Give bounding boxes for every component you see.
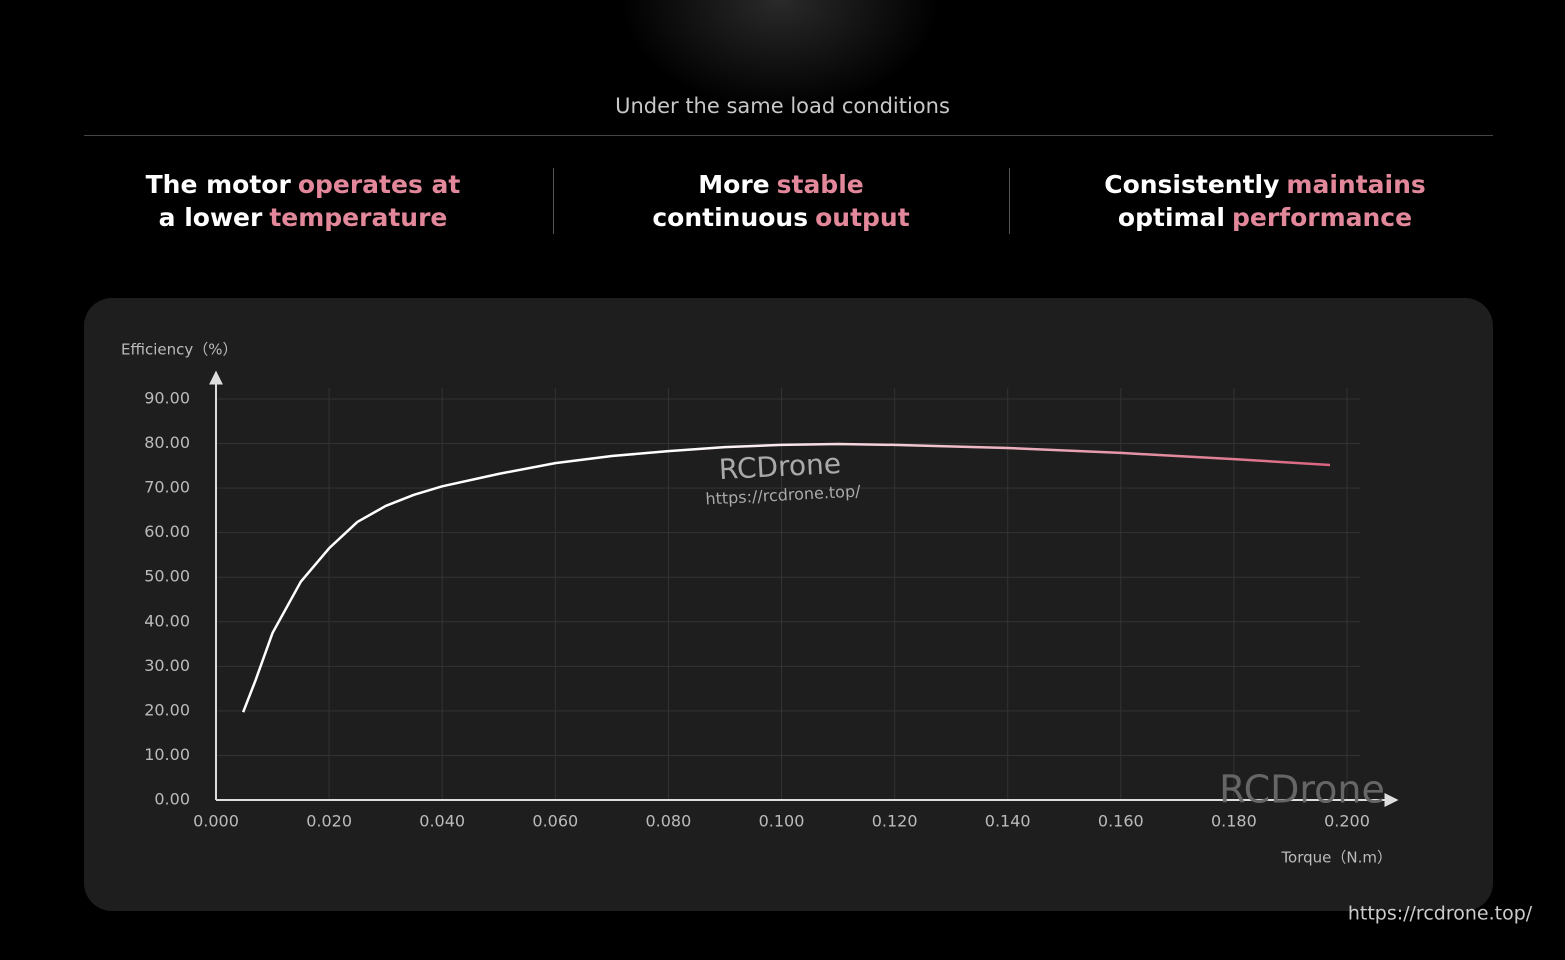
feature-text: Consistently <box>1104 170 1280 199</box>
divider <box>1009 168 1010 234</box>
feature: More stable continuous output <box>561 168 1001 234</box>
feature: Consistently maintains optimal performance <box>1045 168 1485 234</box>
feature-line: The motor operates at <box>83 168 523 201</box>
watermark: RCDrone <box>1219 768 1385 812</box>
feature-line: More stable <box>561 168 1001 201</box>
watermark: https://rcdrone.top/ <box>1348 903 1533 925</box>
feature-line: Consistently maintains <box>1045 168 1485 201</box>
divider <box>553 168 554 234</box>
y-tick-label: 10.00 <box>144 745 190 764</box>
y-tick-label: 30.00 <box>144 656 190 675</box>
y-tick-label: 80.00 <box>144 433 190 452</box>
feature-text: temperature <box>269 203 448 232</box>
x-tick-label: 0.060 <box>532 812 578 831</box>
x-tick-label: 0.080 <box>645 812 691 831</box>
feature: The motor operates at a lower temperature <box>83 168 523 234</box>
feature-text: maintains <box>1286 170 1426 199</box>
x-tick-label: 0.200 <box>1324 812 1370 831</box>
y-tick-label: 90.00 <box>144 389 190 408</box>
y-axis-label: Efficiency（%） <box>121 341 238 359</box>
feature-text: continuous <box>652 203 809 232</box>
x-tick-label: 0.020 <box>306 812 352 831</box>
feature-text: output <box>815 203 910 232</box>
header-title: Under the same load conditions <box>615 94 950 118</box>
feature-line: optimal performance <box>1045 201 1485 234</box>
x-axis-label: Torque（N.m） <box>1280 849 1392 867</box>
y-tick-label: 20.00 <box>144 700 190 719</box>
feature-text: optimal <box>1117 203 1226 232</box>
x-tick-label: 0.040 <box>419 812 465 831</box>
feature-text: a lower <box>158 203 263 232</box>
y-tick-label: 70.00 <box>144 478 190 497</box>
x-tick-label: 0.000 <box>193 812 239 831</box>
chart-card <box>84 298 1493 911</box>
divider <box>84 135 1493 136</box>
x-tick-label: 0.140 <box>985 812 1031 831</box>
feature-text: stable <box>776 170 864 199</box>
feature-line: continuous output <box>561 201 1001 234</box>
x-tick-label: 0.160 <box>1098 812 1144 831</box>
feature-text: performance <box>1232 203 1413 232</box>
watermark: RCDrone <box>718 447 842 486</box>
data-line <box>241 442 1331 713</box>
feature-text: More <box>698 170 770 199</box>
x-tick-label: 0.180 <box>1211 812 1257 831</box>
y-tick-label: 40.00 <box>144 611 190 630</box>
y-tick-label: 50.00 <box>144 567 190 586</box>
x-tick-label: 0.100 <box>759 812 805 831</box>
y-tick-label: 0.00 <box>154 790 190 809</box>
feature-text: The motor <box>145 170 291 199</box>
y-tick-label: 60.00 <box>144 522 190 541</box>
feature-text: operates at <box>297 170 461 199</box>
x-tick-label: 0.120 <box>872 812 918 831</box>
feature-line: a lower temperature <box>83 201 523 234</box>
